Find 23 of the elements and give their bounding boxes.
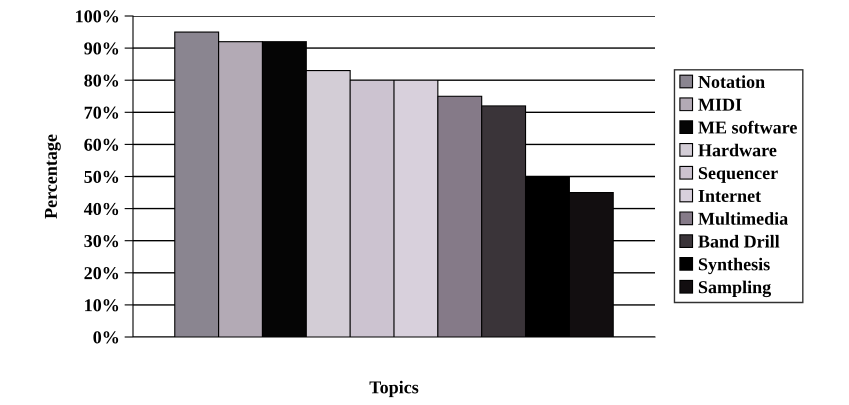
y-tick-label: 80% xyxy=(84,74,118,87)
legend-label: ME software xyxy=(698,120,797,134)
legend-label: Band Drill xyxy=(698,234,780,248)
y-tick-label: 30% xyxy=(84,234,118,248)
x-axis-title: Topics xyxy=(370,380,418,398)
y-tick-label: 20% xyxy=(84,267,118,280)
legend-label: MIDI xyxy=(698,98,742,111)
y-axis-title: Percentage xyxy=(44,134,61,219)
legend-label: Internet xyxy=(698,190,762,202)
y-tick-label: 90% xyxy=(84,42,118,55)
legend-label: Sampling xyxy=(698,280,772,298)
y-tick-label: 70% xyxy=(84,106,118,119)
y-tick-label: 0% xyxy=(93,331,118,344)
legend-label: Hardware xyxy=(698,144,776,156)
legend-label: Multimedia xyxy=(698,212,788,225)
y-tick-label: 10% xyxy=(85,299,118,312)
y-tick-label: 50% xyxy=(84,170,118,183)
legend-label: Notation xyxy=(698,75,765,88)
legend-label: Sequencer xyxy=(698,167,778,183)
legend-label: Synthesis xyxy=(698,258,770,274)
y-tick-label: 100% xyxy=(76,10,118,22)
y-tick-label: 60% xyxy=(84,138,118,151)
y-tick-label: 40% xyxy=(84,202,118,216)
